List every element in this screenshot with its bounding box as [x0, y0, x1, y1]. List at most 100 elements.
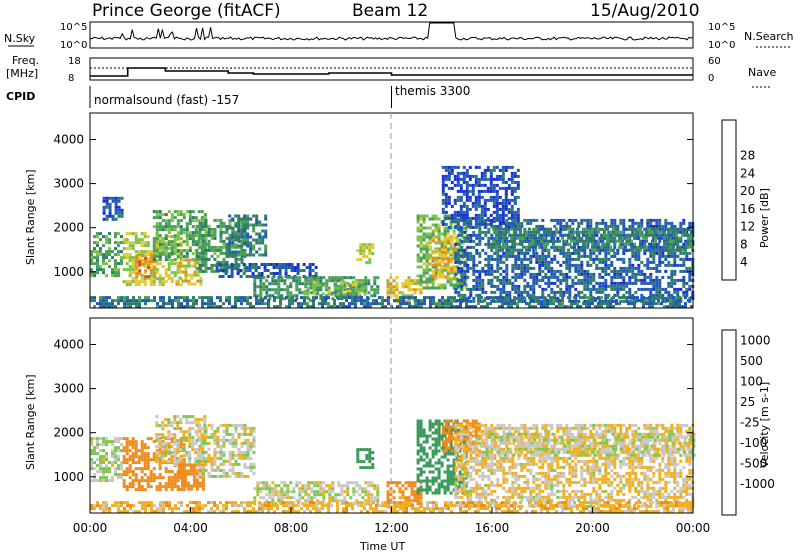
- power-cell: [272, 263, 276, 266]
- power-cell: [453, 210, 457, 214]
- power-cell: [128, 265, 132, 269]
- power-cell: [459, 171, 463, 175]
- power-cell: [339, 286, 343, 290]
- power-cell: [460, 254, 464, 258]
- velocity-cell: [207, 423, 211, 427]
- power-cell: [301, 291, 305, 295]
- power-cell: [234, 266, 238, 270]
- power-cell: [627, 248, 630, 252]
- power-cell: [474, 216, 478, 220]
- power-cell: [685, 293, 689, 297]
- power-cell: [191, 216, 195, 220]
- power-cell: [213, 251, 217, 255]
- power-cell: [657, 296, 660, 300]
- power-cell: [480, 210, 484, 214]
- velocity-cell: [197, 448, 201, 452]
- power-cell: [167, 247, 171, 251]
- power-cell: [322, 276, 326, 280]
- power-cell: [357, 296, 360, 300]
- power-cell: [176, 253, 180, 257]
- power-cell: [358, 294, 362, 298]
- power-cell: [610, 233, 614, 237]
- power-cell: [477, 299, 480, 303]
- power-cell: [496, 287, 500, 291]
- power-cell: [419, 280, 423, 284]
- power-cell: [227, 275, 231, 278]
- power-cell: [633, 302, 636, 306]
- power-cell: [568, 287, 572, 291]
- velocity-cell: [216, 468, 220, 472]
- power-cell: [333, 286, 337, 290]
- power-cell: [152, 216, 156, 220]
- power-cell: [586, 275, 590, 279]
- power-cell: [170, 219, 174, 223]
- velocity-cell: [167, 424, 171, 428]
- power-cell: [478, 242, 482, 246]
- power-cell: [679, 221, 683, 225]
- power-cell: [348, 292, 352, 296]
- power-cell: [362, 255, 366, 259]
- velocity-cell: [122, 473, 126, 477]
- power-cell: [580, 266, 584, 270]
- velocity-cell: [180, 469, 184, 473]
- velocity-cell: [179, 418, 183, 422]
- power-cell: [498, 207, 502, 211]
- power-cell: [622, 248, 626, 252]
- velocity-cell: [201, 468, 205, 472]
- power-cell: [666, 239, 669, 243]
- velocity-cell: [140, 488, 144, 492]
- power-cell: [507, 230, 510, 234]
- power-cell: [541, 254, 545, 258]
- power-cell: [459, 186, 463, 190]
- power-cell: [658, 284, 662, 288]
- power-cell: [207, 227, 211, 231]
- power-cell: [517, 263, 521, 267]
- velocity-cell: [213, 459, 217, 463]
- power-cell: [631, 293, 635, 297]
- power-cell: [643, 278, 647, 282]
- power-cell: [327, 302, 330, 306]
- power-cell: [453, 177, 457, 181]
- power-cell: [634, 281, 638, 285]
- power-cell: [622, 269, 626, 273]
- power-cell: [526, 251, 530, 255]
- power-cell: [541, 260, 545, 264]
- power-cell: [484, 290, 488, 294]
- power-cell: [469, 218, 473, 222]
- power-cell: [616, 269, 620, 273]
- velocity-cell: [140, 449, 144, 453]
- power-cell: [682, 293, 686, 297]
- power-cell: [517, 272, 521, 276]
- velocity-cell: [198, 471, 202, 475]
- power-cell: [507, 207, 511, 211]
- power-cell: [199, 279, 203, 283]
- velocity-cell: [128, 485, 132, 489]
- power-cell: [613, 224, 617, 228]
- power-cell: [502, 287, 506, 291]
- power-cell: [198, 266, 202, 270]
- power-cell: [565, 257, 569, 261]
- power-cell: [508, 248, 512, 252]
- power-cell: [484, 233, 488, 237]
- freq-trace: [90, 67, 693, 77]
- power-cell: [237, 250, 241, 254]
- power-cell: [688, 296, 692, 300]
- power-cell: [243, 217, 247, 221]
- power-cell: [296, 269, 300, 272]
- power-cell: [619, 266, 623, 270]
- power-cell: [240, 227, 244, 231]
- power-cell: [498, 216, 502, 220]
- power-cell: [271, 276, 275, 280]
- power-cell: [337, 294, 341, 298]
- power-cell: [510, 216, 514, 220]
- power-cell: [654, 230, 657, 234]
- power-cell: [454, 290, 458, 294]
- power-cell: [591, 248, 594, 252]
- power-cell: [558, 245, 561, 249]
- power-cell: [156, 305, 159, 309]
- power-cell: [541, 269, 545, 273]
- power-cell: [120, 235, 123, 239]
- power-cell: [523, 278, 527, 282]
- power-cell: [440, 286, 444, 290]
- velocity-cell: [158, 482, 162, 486]
